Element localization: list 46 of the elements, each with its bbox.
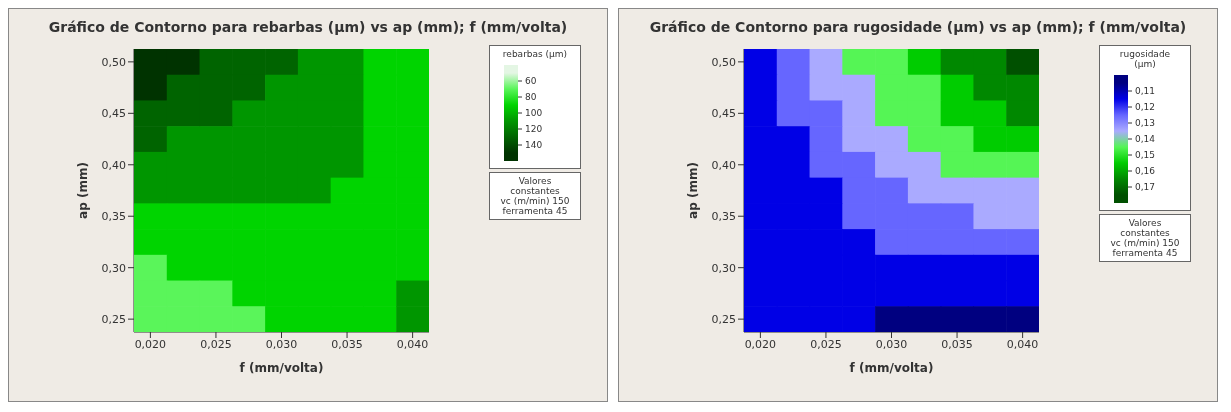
text: vc (m/min) 150	[1109, 238, 1181, 248]
text: ferramenta 45	[501, 206, 569, 216]
y-tick-label: 0,50	[101, 55, 126, 69]
color-bar-label: 0,11	[1135, 86, 1156, 96]
color-bar-label: 140	[525, 140, 543, 150]
y-tick-label: 0,30	[101, 261, 126, 275]
color-bar-label: 120	[525, 124, 543, 134]
y-axis-title: ap (mm)	[76, 162, 91, 219]
x-tick-label: 0,035	[331, 337, 363, 351]
y-tick-label: 0,35	[101, 210, 126, 224]
x-axis-title: f (mm/volta)	[239, 361, 324, 375]
color-bar-label: 0,13	[1135, 118, 1156, 128]
y-tick-label: 0,40	[711, 158, 736, 172]
x-tick-label: 0,035	[941, 337, 973, 351]
x-tick-label: 0,025	[810, 337, 842, 351]
chart-title: Gráfico de Contorno para rebarbas (µm) vs ap (mm); f (mm/volta)	[47, 19, 569, 35]
color-bar-label: 80	[525, 92, 537, 102]
color-bar-label: 0,16	[1135, 166, 1156, 176]
color-bar-label: 100	[525, 108, 543, 118]
color-bar-label: 0,17	[1135, 182, 1156, 192]
x-tick-label: 0,020	[744, 337, 777, 351]
x-tick-label: 0,030	[875, 337, 908, 351]
color-bar-label: 0,15	[1135, 150, 1156, 160]
x-tick-label: 0,030	[265, 337, 298, 351]
x-tick-label: 0,040	[1006, 337, 1039, 351]
y-tick-label: 0,50	[711, 55, 736, 69]
y-axis-title: ap (mm)	[686, 162, 701, 219]
color-bar-label: 0,12	[1135, 102, 1156, 112]
x-tick-label: 0,020	[134, 337, 167, 351]
x-tick-label: 0,040	[396, 337, 429, 351]
text: vc (m/min) 150	[499, 196, 571, 206]
x-tick-label: 0,025	[200, 337, 232, 351]
color-bar-label: 0,14	[1135, 134, 1156, 144]
y-tick-label: 0,45	[101, 107, 126, 121]
y-tick-label: 0,40	[101, 158, 126, 172]
text: ferramenta 45	[1111, 248, 1179, 258]
color-bar-label: 60	[525, 76, 537, 86]
legend-title: rebarbas (µm)	[501, 49, 569, 59]
legend-title: rugosidade (µm)	[1118, 49, 1172, 69]
y-tick-label: 0,30	[711, 261, 736, 275]
x-axis-title: f (mm/volta)	[849, 361, 934, 375]
y-tick-label: 0,45	[711, 107, 736, 121]
y-tick-label: 0,25	[711, 313, 736, 327]
chart-title: Gráfico de Contorno para rugosidade (µm) vs ap (mm); f (mm/volta)	[648, 19, 1188, 35]
y-tick-label: 0,35	[711, 210, 736, 224]
y-tick-label: 0,25	[101, 313, 126, 327]
